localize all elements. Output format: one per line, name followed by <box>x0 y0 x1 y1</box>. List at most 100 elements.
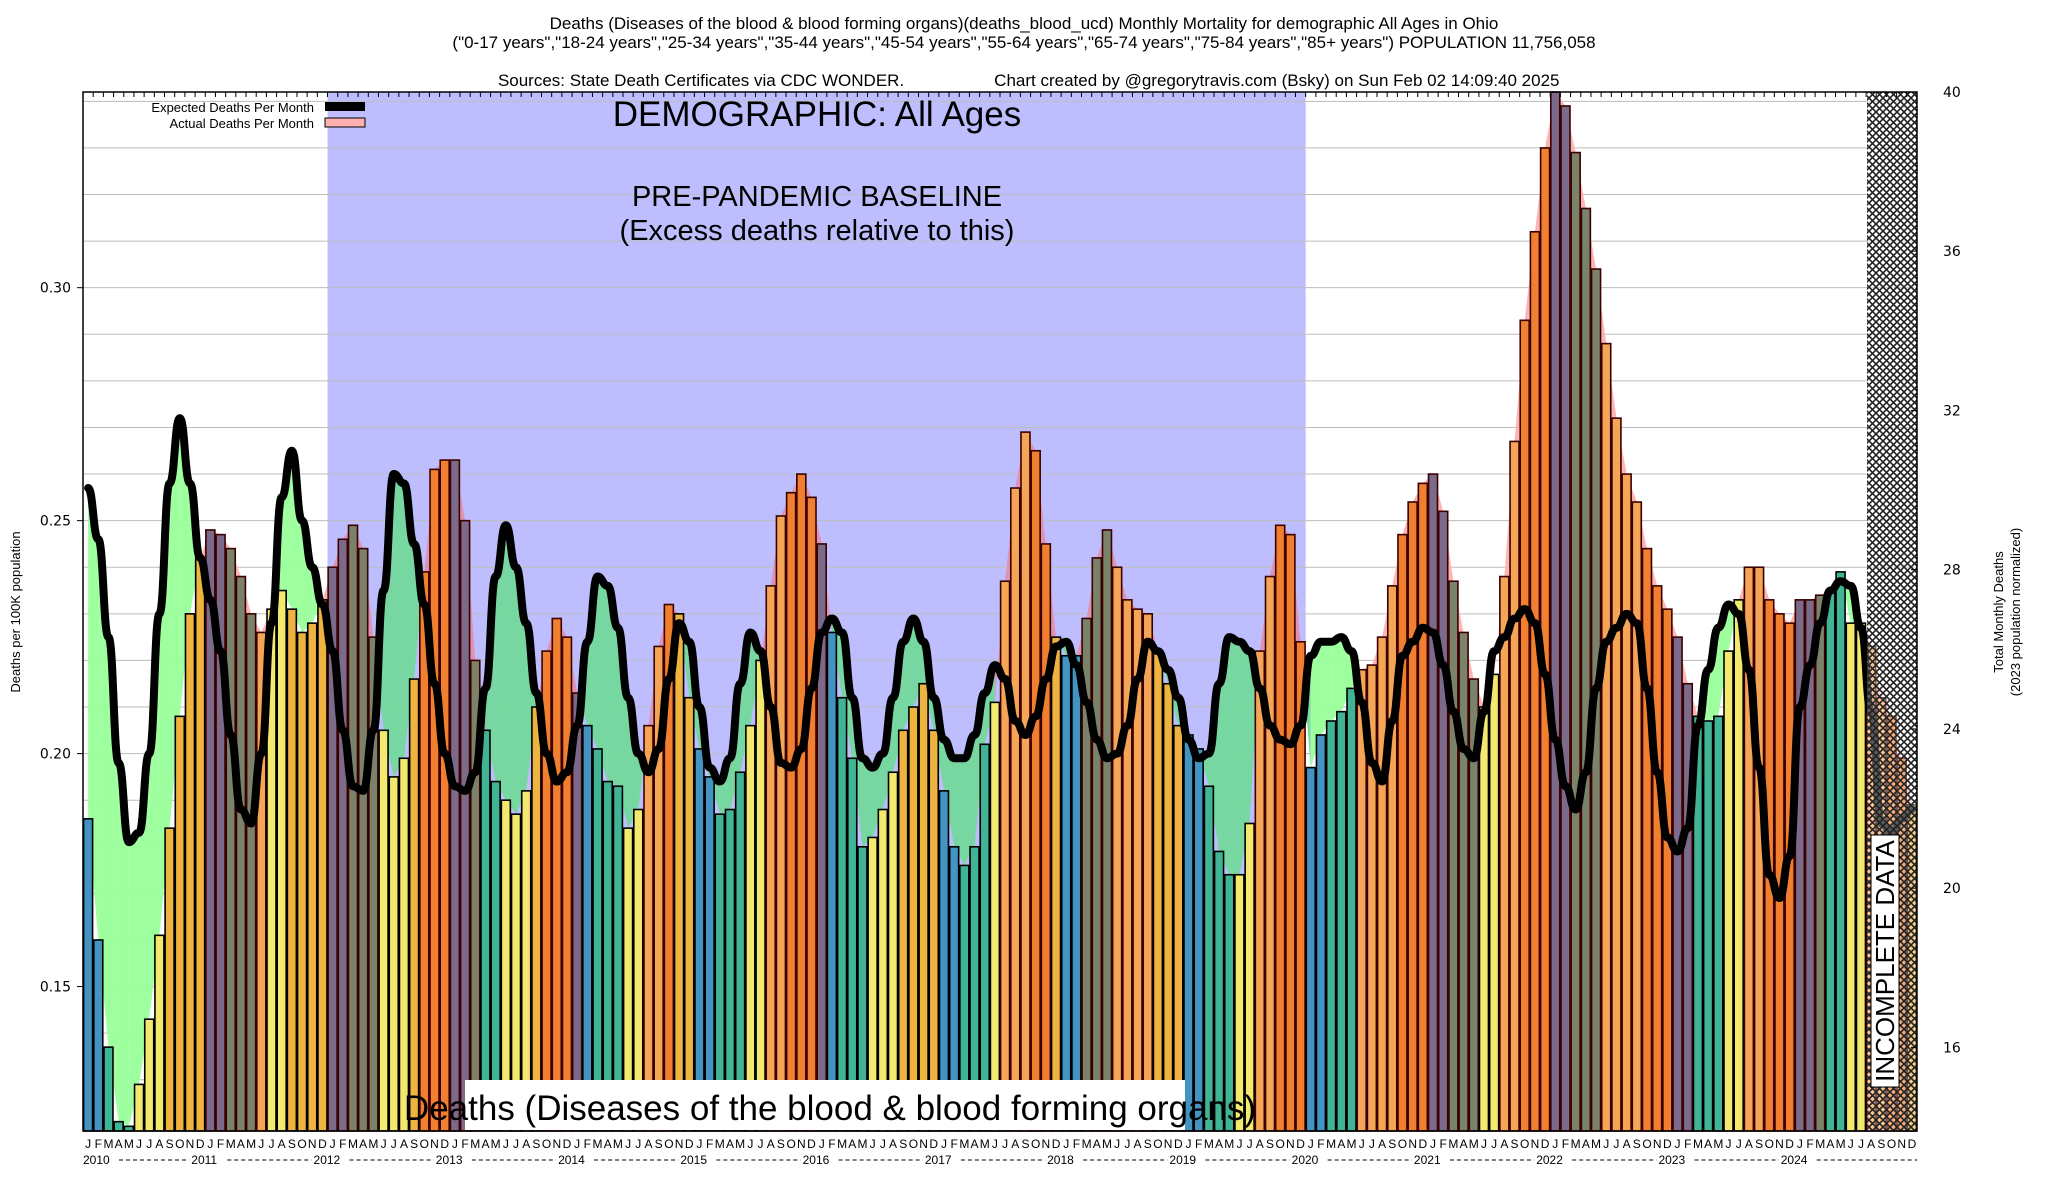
deficit-area <box>516 567 527 815</box>
month-label: J <box>268 1137 274 1151</box>
month-label: A <box>278 1137 286 1151</box>
month-label: M <box>1082 1137 1092 1151</box>
bar-2020-10 <box>1397 533 1408 1132</box>
month-label: N <box>797 1137 806 1151</box>
month-label: M <box>1204 1137 1214 1151</box>
bar-2016-10 <box>908 706 919 1132</box>
month-label: J <box>136 1137 142 1151</box>
incomplete-data-box <box>1870 834 1900 1088</box>
bar-2023-6 <box>1723 650 1734 1132</box>
bar-2010-12 <box>194 557 206 1132</box>
month-label: A <box>155 1137 163 1151</box>
month-label: A <box>1378 1137 1386 1151</box>
bar-2020-12 <box>1417 482 1429 1132</box>
bar-2017-9 <box>1020 431 1031 1132</box>
month-label: M <box>226 1137 236 1151</box>
month-label: S <box>1266 1137 1274 1151</box>
month-label: M <box>857 1137 867 1151</box>
bar-2021-2 <box>1437 510 1449 1132</box>
month-label: D <box>1296 1137 1305 1151</box>
month-label: A <box>1826 1137 1834 1151</box>
bar-2014-11 <box>673 613 685 1132</box>
bar-2022-2 <box>1560 105 1571 1132</box>
bar-2012-3 <box>347 524 359 1132</box>
month-label: J <box>1430 1137 1436 1151</box>
month-label: A <box>400 1137 408 1151</box>
month-label: A <box>1093 1137 1101 1151</box>
year-label: 2020 <box>1292 1153 1319 1167</box>
year-label: 2012 <box>314 1153 341 1167</box>
month-label: M <box>1326 1137 1336 1151</box>
bar-2011-11 <box>306 622 318 1132</box>
bar-2010-11 <box>184 613 196 1132</box>
bar-2010-4 <box>113 1120 124 1132</box>
bar-2022-1 <box>1550 91 1561 1132</box>
bar-2015-2 <box>704 776 715 1132</box>
expected-line-layer <box>84 414 1916 903</box>
y2-tick-label: 28 <box>1943 563 1961 579</box>
deficit-area <box>179 418 190 717</box>
bar-2021-10 <box>1519 319 1531 1132</box>
y2-tick-label: 20 <box>1943 881 1961 897</box>
y2-axis-title-line2: (2023 population normalized) <box>2008 528 2023 696</box>
month-label: F <box>1806 1137 1813 1151</box>
month-label: O <box>1520 1137 1529 1151</box>
month-label: D <box>929 1137 938 1151</box>
year-label: 2017 <box>925 1153 952 1167</box>
bar-2021-3 <box>1448 580 1459 1132</box>
bar-2013-12 <box>561 636 573 1132</box>
month-label: N <box>186 1137 195 1151</box>
bar-2018-6 <box>1111 566 1123 1132</box>
bar-2023-5 <box>1713 715 1724 1132</box>
bar-2015-7 <box>755 659 766 1132</box>
bar-2010-2 <box>92 939 104 1132</box>
month-label: A <box>644 1137 652 1151</box>
deficit-area <box>393 474 404 777</box>
month-label: A <box>1500 1137 1508 1151</box>
month-label: A <box>1704 1137 1712 1151</box>
month-label: J <box>452 1137 458 1151</box>
month-label: S <box>1021 1137 1029 1151</box>
y-tick-label: 0.30 <box>40 281 71 297</box>
sources-text: Sources: State Death Certificates via CD… <box>497 71 905 90</box>
bar-2018-2 <box>1071 654 1082 1132</box>
month-label: A <box>604 1137 612 1151</box>
deficit-area <box>1331 637 1342 721</box>
year-label: 2010 <box>83 1153 110 1167</box>
month-label: M <box>1571 1137 1581 1151</box>
deficit-area <box>1320 641 1332 735</box>
bar-2019-3 <box>1203 785 1215 1132</box>
year-label: 2022 <box>1536 1153 1563 1167</box>
month-label: A <box>1134 1137 1142 1151</box>
bar-2012-12 <box>439 459 451 1132</box>
month-label: A <box>237 1137 245 1151</box>
month-label: O <box>1153 1137 1162 1151</box>
bar-2018-10 <box>1152 650 1164 1132</box>
deficit-area <box>1219 637 1230 875</box>
bar-2017-12 <box>1050 636 1062 1132</box>
y2-tick-label: 24 <box>1943 722 1961 738</box>
bar-2022-3 <box>1570 151 1581 1132</box>
month-label: J <box>85 1137 91 1151</box>
bar-2013-4 <box>480 729 491 1132</box>
month-label: O <box>1642 1137 1651 1151</box>
month-label: A <box>1256 1137 1264 1151</box>
month-label: N <box>1531 1137 1540 1151</box>
month-label: O <box>297 1137 306 1151</box>
month-label: M <box>103 1137 113 1151</box>
month-label: J <box>1308 1137 1314 1151</box>
y-tick-label: 0.15 <box>40 980 71 996</box>
bar-2019-10 <box>1274 524 1286 1132</box>
month-label: D <box>1052 1137 1061 1151</box>
bar-2015-5 <box>734 771 746 1132</box>
month-label: N <box>1042 1137 1051 1151</box>
month-label: N <box>1775 1137 1784 1151</box>
month-label: M <box>980 1137 990 1151</box>
month-label: A <box>971 1137 979 1151</box>
month-label: O <box>175 1137 184 1151</box>
bar-2011-10 <box>296 631 308 1132</box>
month-label: M <box>1448 1137 1458 1151</box>
month-label: J <box>391 1137 397 1151</box>
month-label: M <box>491 1137 501 1151</box>
bar-2022-12 <box>1662 608 1673 1132</box>
